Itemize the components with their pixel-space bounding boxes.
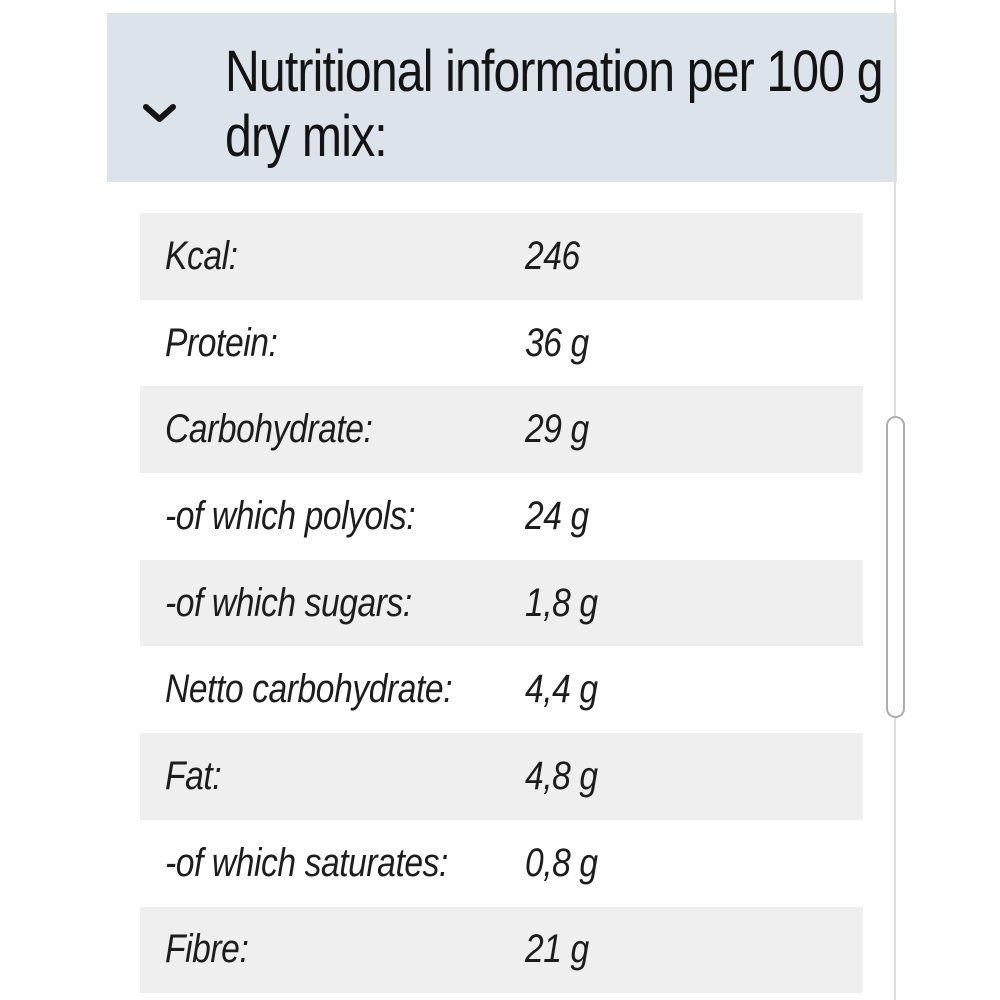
table-row: Protein: 36 g	[140, 299, 863, 387]
table-row: -of which polyols: 24 g	[140, 473, 863, 560]
table-row: Kcal: 246	[140, 213, 863, 300]
table-row: Netto carbohydrate: 4,4 g	[140, 646, 863, 734]
nutrient-value: 36 g	[525, 320, 589, 365]
table-row: -of which sugars: 1,8 g	[140, 559, 863, 647]
nutrient-value: 0,8 g	[525, 840, 598, 885]
table-row: Fibre: 21 g	[140, 906, 863, 994]
product-page-section: Nutritional information per 100 g dry mi…	[107, 0, 897, 1000]
nutrition-accordion-header[interactable]: Nutritional information per 100 g dry mi…	[107, 13, 897, 182]
chevron-down-icon	[143, 104, 176, 122]
nutrient-label: -of which polyols:	[165, 493, 416, 538]
section-title: Nutritional information per 100 g dry mi…	[225, 39, 883, 169]
nutrient-label: Netto carbohydrate:	[165, 667, 453, 712]
nutrient-label: -of which sugars:	[165, 580, 412, 625]
nutrition-table: Kcal: 246 Protein: 36 g Carbohydrate: 29…	[140, 213, 863, 994]
table-row: Carbohydrate: 29 g	[140, 386, 863, 474]
nutrient-value: 24 g	[525, 493, 589, 538]
nutrient-value: 21 g	[525, 927, 589, 972]
nutrient-value: 4,4 g	[525, 667, 598, 712]
nutrient-value: 29 g	[525, 407, 589, 452]
nutrient-value: 246	[525, 233, 580, 278]
nutrient-label: Fat:	[165, 753, 222, 798]
table-row: -of which saturates: 0,8 g	[140, 819, 863, 907]
scrollbar-thumb[interactable]	[886, 416, 905, 718]
nutrient-label: Kcal:	[165, 233, 238, 278]
nutrient-value: 4,8 g	[525, 753, 598, 798]
table-row: Fat: 4,8 g	[140, 733, 863, 820]
nutrient-label: Protein:	[165, 320, 278, 365]
nutrient-value: 1,8 g	[525, 580, 598, 625]
nutrient-label: Fibre:	[165, 927, 249, 972]
nutrient-label: Carbohydrate:	[165, 407, 373, 452]
nutrient-label: -of which saturates:	[165, 840, 448, 885]
